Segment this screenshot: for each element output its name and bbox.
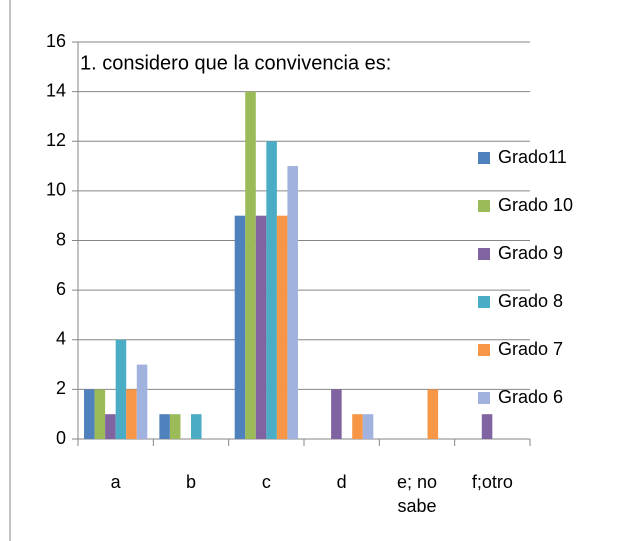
x-tick-label: b bbox=[185, 472, 196, 492]
bar bbox=[126, 389, 137, 439]
bar bbox=[481, 414, 493, 439]
bar bbox=[115, 339, 127, 439]
legend-swatch bbox=[478, 152, 490, 164]
legend-label: Grado11 bbox=[498, 147, 567, 167]
x-tick-label: f;otro bbox=[471, 472, 513, 492]
legend-swatch bbox=[478, 392, 490, 404]
legend-label: Grado 9 bbox=[498, 243, 563, 263]
y-tick-label: 14 bbox=[46, 80, 66, 100]
y-tick-label: 0 bbox=[56, 428, 66, 448]
y-tick-label: 4 bbox=[56, 329, 66, 349]
bar bbox=[94, 389, 106, 439]
x-tick-label: c bbox=[261, 472, 271, 492]
bar bbox=[169, 414, 181, 439]
chart-title: 1. considero que la convivencia es: bbox=[80, 52, 391, 74]
legend-label: Grado 8 bbox=[498, 291, 563, 311]
bar bbox=[159, 414, 170, 439]
bar bbox=[276, 215, 288, 439]
bar bbox=[362, 414, 374, 439]
legend-label: Grado 10 bbox=[498, 195, 573, 215]
bar bbox=[352, 414, 363, 439]
bar bbox=[84, 389, 95, 439]
bar bbox=[266, 141, 277, 439]
y-tick-label: 10 bbox=[46, 180, 66, 200]
y-tick-label: 8 bbox=[56, 229, 66, 249]
bar bbox=[245, 91, 256, 439]
y-tick-label: 6 bbox=[56, 279, 66, 299]
bar bbox=[191, 414, 202, 439]
x-tick-label: e; no sabe bbox=[396, 472, 438, 516]
bar bbox=[255, 215, 267, 439]
legend-swatch bbox=[478, 248, 490, 260]
legend-swatch bbox=[478, 296, 490, 308]
x-tick-label: a bbox=[110, 472, 121, 492]
bar bbox=[136, 364, 148, 439]
legend-swatch bbox=[478, 344, 490, 356]
x-tick-label: d bbox=[336, 472, 347, 492]
bar bbox=[427, 389, 439, 439]
legend-label: Grado 6 bbox=[498, 387, 563, 407]
legend-label: Grado 7 bbox=[498, 339, 563, 359]
bar bbox=[105, 414, 116, 439]
legend-swatch bbox=[478, 200, 490, 212]
y-tick-label: 2 bbox=[56, 378, 66, 398]
bar bbox=[234, 215, 246, 439]
bar bbox=[331, 389, 342, 439]
bar bbox=[287, 166, 298, 439]
y-tick-label: 16 bbox=[46, 31, 66, 51]
y-tick-label: 12 bbox=[46, 130, 66, 150]
